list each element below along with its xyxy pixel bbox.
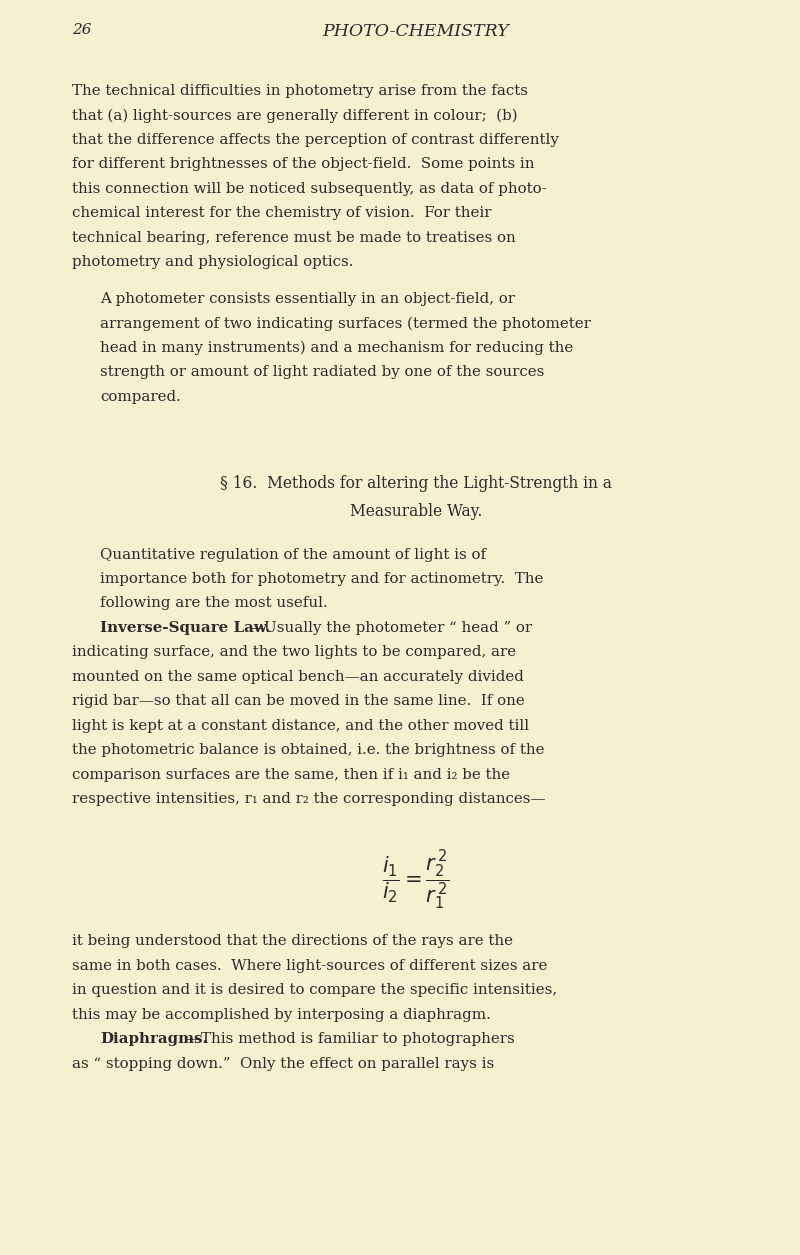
Text: for different brightnesses of the object-field.  Some points in: for different brightnesses of the object… (72, 157, 534, 171)
Text: as “ stopping down.”  Only the effect on parallel rays is: as “ stopping down.” Only the effect on … (72, 1057, 494, 1071)
Text: —This method is familiar to photographers: —This method is familiar to photographer… (186, 1032, 515, 1047)
Text: Measurable Way.: Measurable Way. (350, 503, 482, 521)
Text: same in both cases.  Where light-sources of different sizes are: same in both cases. Where light-sources … (72, 959, 547, 973)
Text: —Usually the photometer “ head ” or: —Usually the photometer “ head ” or (249, 621, 532, 635)
Text: that (a) light-sources are generally different in colour;  (b): that (a) light-sources are generally dif… (72, 108, 518, 123)
Text: indicating surface, and the two lights to be compared, are: indicating surface, and the two lights t… (72, 645, 516, 659)
Text: this may be accomplished by interposing a diaphragm.: this may be accomplished by interposing … (72, 1008, 491, 1022)
Text: The technical difficulties in photometry arise from the facts: The technical difficulties in photometry… (72, 84, 528, 98)
Text: compared.: compared. (100, 389, 181, 404)
Text: § 16.  Methods for altering the Light-Strength in a: § 16. Methods for altering the Light-Str… (220, 476, 612, 492)
Text: that the difference affects the perception of contrast differently: that the difference affects the percepti… (72, 133, 559, 147)
Text: importance both for photometry and for actinometry.  The: importance both for photometry and for a… (100, 572, 543, 586)
Text: A photometer consists essentially in an object-field, or: A photometer consists essentially in an … (100, 291, 515, 306)
Text: strength or amount of light radiated by one of the sources: strength or amount of light radiated by … (100, 365, 544, 379)
Text: arrangement of two indicating surfaces (termed the photometer: arrangement of two indicating surfaces (… (100, 316, 591, 330)
Text: technical bearing, reference must be made to treatises on: technical bearing, reference must be mad… (72, 231, 516, 245)
Text: Quantitative regulation of the amount of light is of: Quantitative regulation of the amount of… (100, 547, 486, 561)
Text: 26: 26 (72, 23, 91, 36)
Text: photometry and physiological optics.: photometry and physiological optics. (72, 255, 354, 269)
Text: head in many instruments) and a mechanism for reducing the: head in many instruments) and a mechanis… (100, 340, 574, 355)
Text: PHOTO-CHEMISTRY: PHOTO-CHEMISTRY (322, 23, 510, 40)
Text: $\dfrac{i_1}{i_2} = \dfrac{r_2^{\,2}}{r_1^{\,2}}$: $\dfrac{i_1}{i_2} = \dfrac{r_2^{\,2}}{r_… (382, 848, 450, 912)
Text: following are the most useful.: following are the most useful. (100, 596, 328, 610)
Text: chemical interest for the chemistry of vision.  For their: chemical interest for the chemistry of v… (72, 206, 491, 220)
Text: rigid bar—so that all can be moved in the same line.  If one: rigid bar—so that all can be moved in th… (72, 694, 525, 708)
Text: mounted on the same optical bench—an accurately divided: mounted on the same optical bench—an acc… (72, 670, 524, 684)
Text: light is kept at a constant distance, and the other moved till: light is kept at a constant distance, an… (72, 719, 529, 733)
Text: it being understood that the directions of the rays are the: it being understood that the directions … (72, 934, 513, 949)
Text: respective intensities, r₁ and r₂ the corresponding distances—: respective intensities, r₁ and r₂ the co… (72, 792, 546, 806)
Text: the photometric balance is obtained, i.e. the brightness of the: the photometric balance is obtained, i.e… (72, 743, 545, 757)
Text: Inverse-Square Law.: Inverse-Square Law. (100, 621, 270, 635)
Text: this connection will be noticed subsequently, as data of photo-: this connection will be noticed subseque… (72, 182, 546, 196)
Text: comparison surfaces are the same, then if i₁ and i₂ be the: comparison surfaces are the same, then i… (72, 768, 510, 782)
Text: in question and it is desired to compare the specific intensities,: in question and it is desired to compare… (72, 983, 557, 998)
Text: Diaphragms.: Diaphragms. (100, 1032, 208, 1047)
